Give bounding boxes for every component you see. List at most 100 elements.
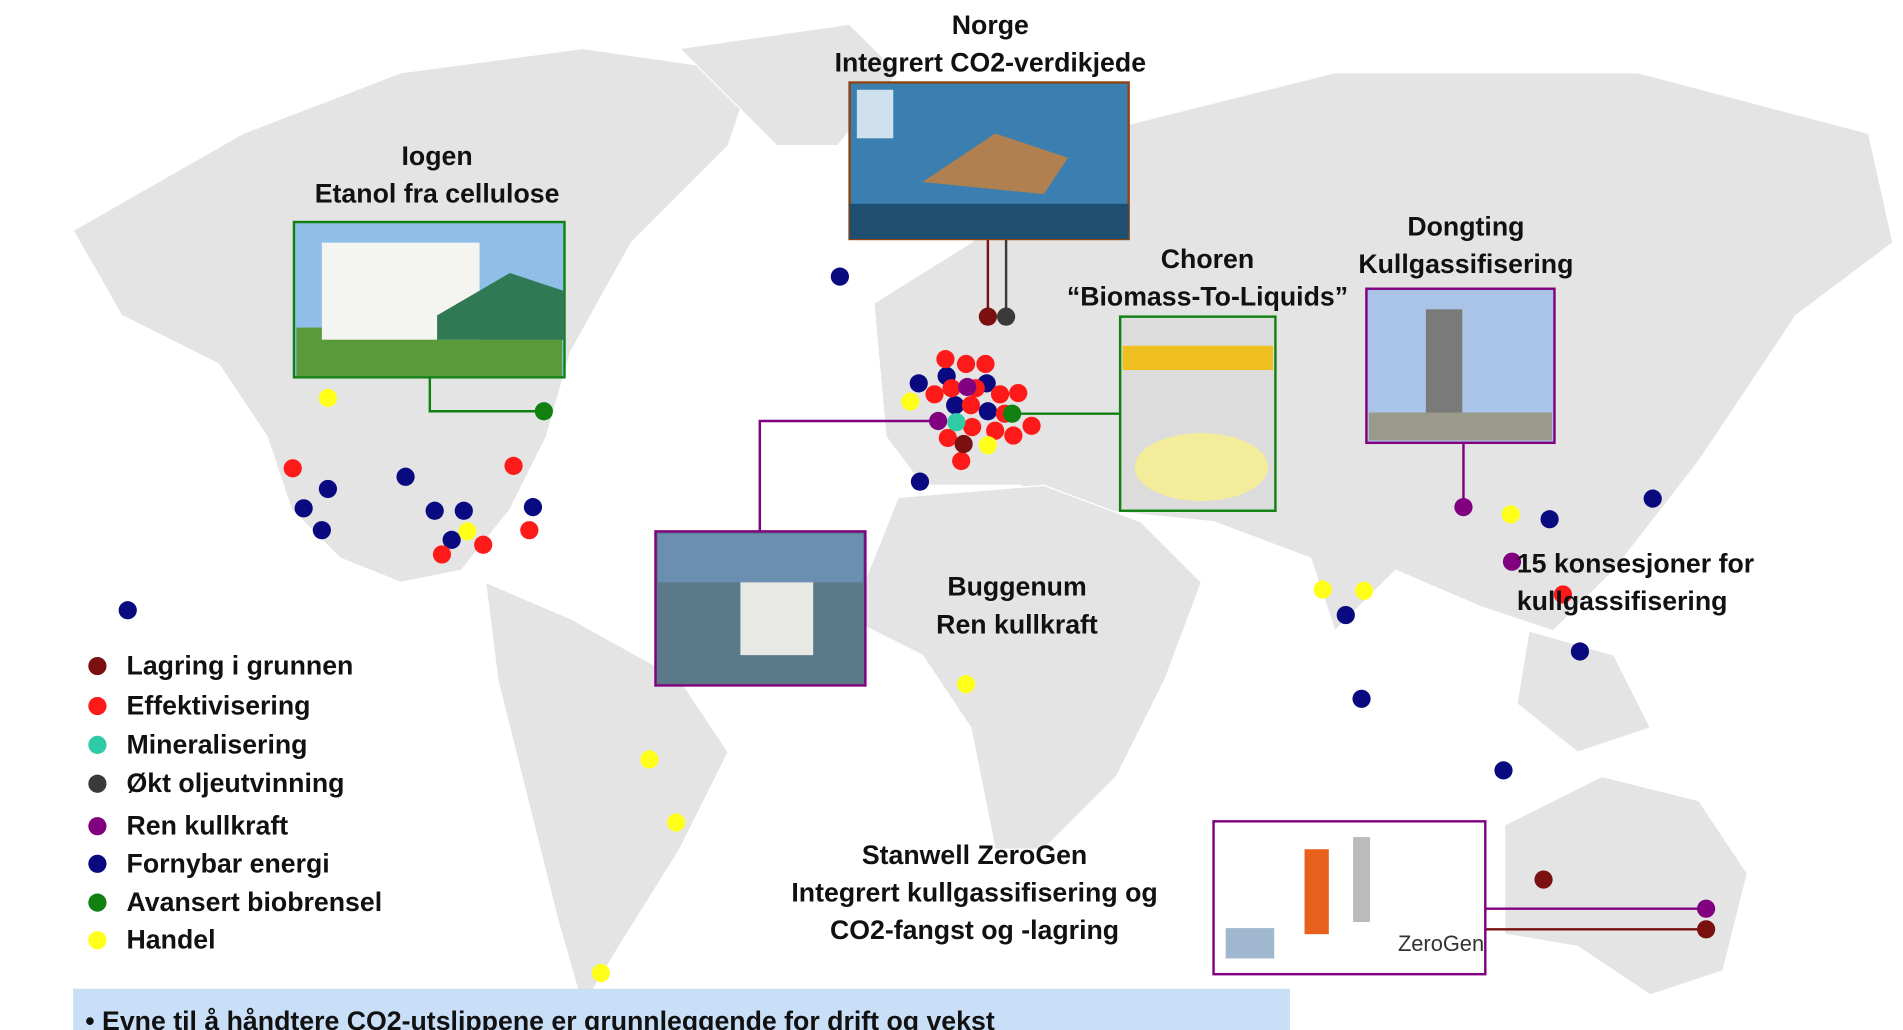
project-dot <box>396 468 414 486</box>
project-dot <box>957 355 975 373</box>
callout-text: Etanol fra cellulose <box>315 179 560 209</box>
project-dot <box>979 402 997 420</box>
project-dot <box>1454 498 1472 516</box>
project-dot <box>979 308 997 326</box>
project-dot <box>901 392 919 410</box>
project-dot <box>946 396 964 414</box>
callout-text: Choren <box>1161 244 1254 274</box>
page: {"map": { "callouts": [ {"lines": ["Norg… <box>0 0 1903 1030</box>
legend-marker <box>88 931 106 949</box>
project-dot <box>1571 642 1589 660</box>
legend-label: Effektivisering <box>127 691 311 721</box>
project-dot <box>455 502 473 520</box>
project-dot <box>1337 606 1355 624</box>
project-dot <box>319 389 337 407</box>
callout-text: Iogen <box>402 141 473 171</box>
project-dot <box>1697 920 1715 938</box>
legend-marker <box>88 894 106 912</box>
legend-marker <box>88 697 106 715</box>
legend-marker <box>88 855 106 873</box>
footer-text: • Evne til å håndtere CO2-utslippene er … <box>85 1006 995 1030</box>
project-dot <box>1352 690 1370 708</box>
project-dot <box>1494 761 1512 779</box>
project-dot <box>535 402 553 420</box>
legend-label: Ren kullkraft <box>127 811 289 841</box>
project-dot <box>524 498 542 516</box>
legend-label: Lagring i grunnen <box>127 651 354 681</box>
project-dot <box>942 379 960 397</box>
project-dot <box>1355 582 1373 600</box>
choren-photo <box>1120 317 1275 511</box>
project-dot <box>1022 417 1040 435</box>
callout-text: Kullgassifisering <box>1358 249 1573 279</box>
callout-text: Buggenum <box>947 572 1086 602</box>
project-dot <box>910 374 928 392</box>
project-dot <box>939 429 957 447</box>
callout-text: Stanwell ZeroGen <box>862 840 1087 870</box>
project-dot <box>991 385 1009 403</box>
project-dot <box>957 675 975 693</box>
legend-marker <box>88 817 106 835</box>
project-dot <box>979 436 997 454</box>
zerogen-logo: ZeroGen <box>1398 931 1484 956</box>
callout-text: 15 konsesjoner for <box>1517 549 1754 579</box>
project-dot <box>955 435 973 453</box>
legend-marker <box>88 736 106 754</box>
project-dot <box>426 502 444 520</box>
project-dot <box>667 813 685 831</box>
callout-text: Norge <box>952 10 1029 40</box>
callout-text: “Biomass-To-Liquids” <box>1067 282 1348 312</box>
legend-label: Avansert biobrensel <box>127 887 383 917</box>
callout-text: kullgassifisering <box>1517 586 1728 616</box>
project-dot <box>1541 510 1559 528</box>
project-dot <box>831 268 849 286</box>
project-dot <box>929 412 947 430</box>
project-dot <box>925 385 943 403</box>
legend-label: Mineralisering <box>127 729 308 759</box>
project-dot <box>976 355 994 373</box>
project-dot <box>640 750 658 768</box>
project-dot <box>997 308 1015 326</box>
project-dot <box>458 522 476 540</box>
project-dot <box>911 473 929 491</box>
project-dot <box>958 378 976 396</box>
project-dot <box>592 964 610 982</box>
zerogen-photo: ZeroGen <box>1214 821 1486 974</box>
project-dot <box>520 521 538 539</box>
project-dot <box>119 601 137 619</box>
project-dot <box>936 350 954 368</box>
project-dot <box>504 457 522 475</box>
legend-label: Fornybar energi <box>127 848 330 878</box>
norge-photo <box>850 82 1129 239</box>
project-dot <box>1314 581 1332 599</box>
project-dot <box>952 452 970 470</box>
project-dot <box>1009 384 1027 402</box>
callout-text: CO2-fangst og -lagring <box>830 915 1119 945</box>
project-dot <box>1003 405 1021 423</box>
legend-label: Økt oljeutvinning <box>127 768 345 798</box>
project-dot <box>284 459 302 477</box>
project-dot <box>433 545 451 563</box>
project-dot <box>1534 870 1552 888</box>
dongting-photo <box>1366 289 1554 443</box>
legend-label: Handel <box>127 925 216 955</box>
callout-text: Dongting <box>1407 211 1524 241</box>
project-dot <box>963 418 981 436</box>
callout-text: Ren kullkraft <box>936 609 1098 639</box>
legend: Lagring i grunnen Effektivisering Minerali… <box>88 651 382 955</box>
project-dot <box>474 536 492 554</box>
iogen-photo <box>294 222 565 377</box>
project-dot <box>1502 505 1520 523</box>
project-dot <box>947 413 965 431</box>
callout-text: Integrert kullgassifisering og <box>791 877 1157 907</box>
project-dot <box>1697 900 1715 918</box>
callout-text: Integrert CO2-verdikjede <box>835 48 1146 78</box>
legend-marker <box>88 775 106 793</box>
project-dot <box>1644 490 1662 508</box>
project-dot <box>962 396 980 414</box>
project-dot <box>313 521 331 539</box>
map: ZeroGen Norge Integrert CO2-verdikjede Iog… <box>0 0 1903 1030</box>
project-dot <box>1004 426 1022 444</box>
project-dot <box>295 499 313 517</box>
buggenum-photo <box>655 531 865 685</box>
